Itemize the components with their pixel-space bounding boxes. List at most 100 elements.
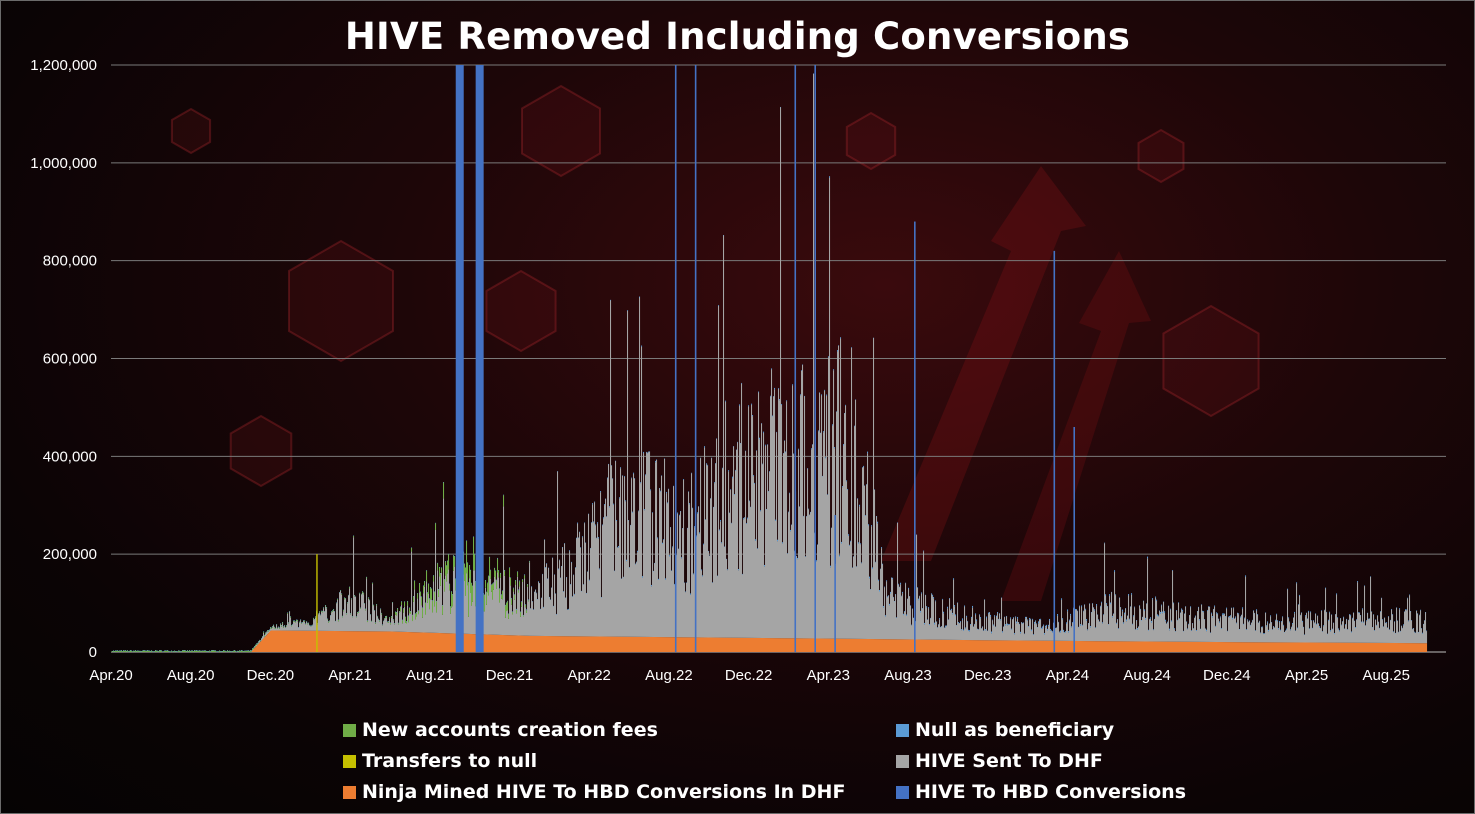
account-fee-bar [202, 650, 204, 652]
dhf-conversion-bar [655, 637, 657, 652]
dhf-conversion-bar [1244, 642, 1246, 652]
null-beneficiary-bar [1000, 619, 1002, 621]
dhf-sent-bar [1279, 622, 1281, 643]
null-beneficiary-bar [1302, 620, 1304, 623]
dhf-conversion-bar [350, 631, 352, 652]
null-beneficiary-bar [999, 613, 1001, 614]
dhf-conversion-bar [883, 639, 885, 652]
null-beneficiary-bar [359, 592, 361, 594]
dhf-sent-bar [1290, 630, 1292, 643]
account-fee-bar [498, 570, 500, 578]
dhf-conversion-bar [1192, 641, 1194, 652]
dhf-conversion-bar [428, 632, 430, 652]
x-tick-label: Apr.21 [328, 667, 371, 684]
null-beneficiary-bar [152, 651, 154, 652]
account-fee-bar [407, 601, 409, 606]
null-beneficiary-bar [1148, 629, 1150, 631]
null-beneficiary-bar [369, 599, 371, 601]
null-beneficiary-bar [916, 534, 918, 536]
dhf-conversion-bar [873, 639, 875, 652]
account-fee-bar [410, 611, 412, 614]
null-beneficiary-bar [1204, 619, 1206, 620]
dhf-conversion-bar [962, 639, 964, 652]
y-tick-label: 0 [89, 644, 97, 661]
account-fee-bar [186, 651, 188, 652]
dhf-sent-bar [543, 607, 545, 636]
dhf-conversion-bar [636, 636, 638, 652]
dhf-conversion-bar [421, 632, 423, 652]
dhf-conversion-bar [618, 636, 620, 652]
dhf-sent-bar [362, 592, 364, 632]
dhf-sent-bar [732, 478, 734, 638]
null-beneficiary-bar [805, 556, 807, 557]
dhf-conversion-bar [569, 636, 571, 652]
dhf-conversion-bar [1250, 642, 1252, 652]
dhf-conversion-bar [1078, 640, 1080, 652]
null-beneficiary-bar [636, 561, 638, 563]
account-fee-bar [377, 616, 379, 617]
dhf-sent-bar [1182, 611, 1184, 642]
dhf-conversion-bar [591, 636, 593, 652]
null-beneficiary-bar [1222, 613, 1224, 615]
dhf-conversion-bar [1326, 642, 1328, 652]
null-beneficiary-bar [562, 546, 564, 548]
dhf-conversion-bar [400, 631, 402, 652]
null-beneficiary-bar [1363, 621, 1365, 623]
null-beneficiary-bar [719, 529, 721, 531]
dhf-conversion-bar [396, 631, 398, 652]
dhf-sent-bar [465, 595, 467, 634]
null-beneficiary-bar [837, 350, 839, 352]
null-beneficiary-bar [541, 597, 543, 599]
dhf-conversion-bar [1418, 643, 1420, 652]
account-fee-bar [467, 562, 469, 586]
dhf-sent-bar [585, 542, 587, 637]
null-beneficiary-bar [891, 577, 893, 578]
dhf-conversion-bar [369, 631, 371, 652]
dhf-sent-bar [712, 582, 714, 638]
null-beneficiary-bar [214, 650, 216, 651]
null-beneficiary-bar [258, 641, 260, 642]
dhf-sent-bar [696, 536, 698, 638]
dhf-sent-bar [1148, 630, 1150, 642]
dhf-conversion-bar [1248, 642, 1250, 652]
null-beneficiary-bar [1218, 618, 1220, 620]
null-beneficiary-bar [1005, 624, 1007, 626]
dhf-sent-bar [583, 584, 585, 637]
dhf-conversion-bar [444, 633, 446, 652]
dhf-sent-bar [1115, 595, 1117, 642]
null-beneficiary-bar [756, 450, 758, 451]
dhf-conversion-bar [798, 638, 800, 652]
dhf-sent-bar [307, 624, 309, 631]
dhf-sent-bar [429, 609, 431, 633]
dhf-sent-bar [310, 626, 312, 631]
null-beneficiary-bar [1369, 618, 1371, 619]
dhf-sent-bar [263, 632, 265, 639]
dhf-sent-bar [1413, 628, 1415, 644]
dhf-conversion-bar [584, 636, 586, 652]
null-beneficiary-bar [825, 457, 827, 459]
account-fee-bar [189, 650, 191, 652]
null-beneficiary-bar [471, 582, 473, 584]
dhf-conversion-bar [918, 639, 920, 652]
dhf-conversion-bar [1133, 641, 1135, 652]
dhf-sent-bar [382, 625, 384, 632]
account-fee-bar [421, 596, 423, 606]
dhf-conversion-bar [1218, 642, 1220, 652]
decor-hexagon [1137, 128, 1185, 184]
dhf-sent-bar [850, 541, 852, 639]
account-fee-bar [267, 630, 269, 632]
dhf-sent-bar [768, 491, 770, 639]
dhf-sent-bar [264, 636, 266, 638]
dhf-conversion-bar [701, 637, 703, 652]
null-beneficiary-bar [277, 627, 279, 629]
dhf-conversion-bar [523, 635, 525, 652]
null-beneficiary-bar [1416, 610, 1418, 612]
dhf-conversion-bar [553, 636, 555, 652]
null-beneficiary-bar [1273, 626, 1275, 627]
dhf-sent-bar [1136, 620, 1138, 642]
account-fee-bar [125, 650, 127, 652]
dhf-conversion-bar [934, 639, 936, 652]
dhf-sent-bar [641, 346, 643, 637]
null-beneficiary-bar [834, 447, 836, 449]
dhf-conversion-bar [838, 638, 840, 652]
